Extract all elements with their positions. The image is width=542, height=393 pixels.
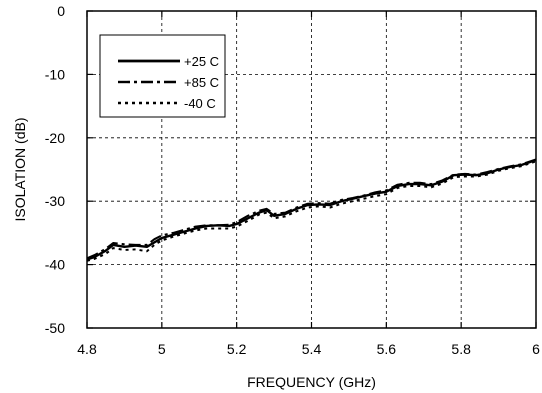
x-tick-label: 4.8: [77, 341, 97, 357]
y-tick-label: -20: [45, 130, 65, 146]
x-tick-label: 6: [532, 341, 540, 357]
series-line-3: [86, 160, 537, 262]
x-tick-label: 5.2: [227, 341, 247, 357]
axis-ticks: [86, 10, 537, 329]
legend-label-3: -40 C: [184, 96, 216, 111]
series-line-2: [86, 158, 537, 260]
x-tick-label: 5.4: [302, 341, 322, 357]
y-tick-label: -30: [45, 193, 65, 209]
x-tick-label: 5.6: [377, 341, 397, 357]
y-tick-label: -10: [45, 66, 65, 82]
legend-label-1: +25 C: [184, 54, 219, 69]
y-tick-labels: 0 -10 -20 -30 -40 -50: [45, 3, 65, 336]
y-tick-label: -50: [45, 320, 65, 336]
y-tick-label: -40: [45, 257, 65, 273]
legend: +25 C +85 C -40 C: [99, 34, 226, 118]
legend-label-2: +85 C: [184, 75, 219, 90]
x-tick-label: 5: [158, 341, 166, 357]
x-tick-labels: 4.8 5 5.2 5.4 5.6 5.8 6: [77, 341, 540, 357]
y-axis-label: ISOLATION (dB): [12, 118, 28, 222]
x-tick-label: 5.8: [451, 341, 471, 357]
data-series: [86, 158, 537, 262]
grid-lines: [87, 11, 536, 328]
y-tick-label: 0: [57, 3, 65, 19]
x-axis-label: FREQUENCY (GHz): [247, 374, 376, 390]
